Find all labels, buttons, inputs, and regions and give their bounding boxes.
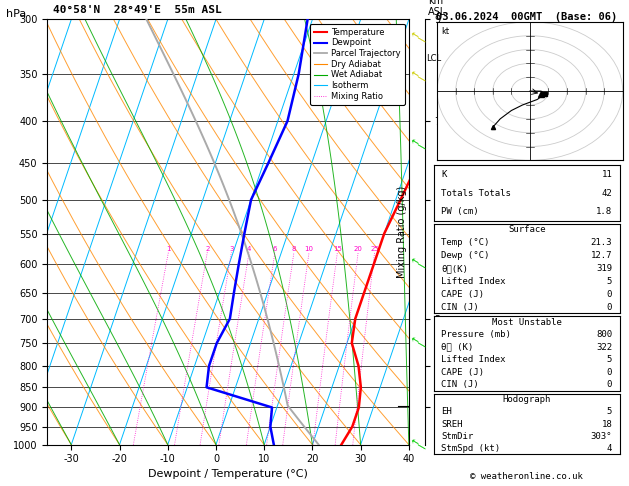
Text: 25: 25 [370,246,379,252]
Text: PW (cm): PW (cm) [442,208,479,216]
Text: 15: 15 [333,246,342,252]
Text: SREH: SREH [442,419,463,429]
Text: 322: 322 [596,343,612,352]
Text: LCL: LCL [426,54,442,63]
Text: hPa: hPa [6,9,26,19]
Text: θᴇ (K): θᴇ (K) [442,343,474,352]
Text: 12.7: 12.7 [591,251,612,260]
Text: 2: 2 [205,246,209,252]
Text: 21.3: 21.3 [591,238,612,247]
Text: 18: 18 [601,419,612,429]
Text: CIN (J): CIN (J) [442,303,479,312]
Text: kt: kt [441,27,449,36]
Text: 0: 0 [607,381,612,389]
Legend: Temperature, Dewpoint, Parcel Trajectory, Dry Adiabat, Wet Adiabat, Isotherm, Mi: Temperature, Dewpoint, Parcel Trajectory… [310,24,404,105]
Text: ←—: ←— [408,29,428,46]
Text: 5: 5 [607,407,612,417]
Text: Totals Totals: Totals Totals [442,189,511,198]
Text: 0: 0 [607,290,612,299]
Text: ←—: ←— [408,68,428,86]
Text: Lifted Index: Lifted Index [442,355,506,364]
Text: 4: 4 [247,246,251,252]
Text: Surface: Surface [508,226,545,234]
Text: 42: 42 [601,189,612,198]
Text: Temp (°C): Temp (°C) [442,238,490,247]
Text: ←—: ←— [408,334,428,352]
Text: 10: 10 [304,246,314,252]
Text: 1: 1 [166,246,170,252]
Text: θᴇ(K): θᴇ(K) [442,264,469,273]
Text: Lifted Index: Lifted Index [442,277,506,286]
Text: 1.8: 1.8 [596,208,612,216]
Text: CIN (J): CIN (J) [442,381,479,389]
Text: K: K [442,170,447,179]
Text: Mixing Ratio (g/kg): Mixing Ratio (g/kg) [397,186,407,278]
Text: Most Unstable: Most Unstable [492,318,562,327]
Text: 5: 5 [607,277,612,286]
Text: StmSpd (kt): StmSpd (kt) [442,444,501,453]
Text: 3: 3 [229,246,233,252]
Text: 800: 800 [596,330,612,339]
X-axis label: Dewpoint / Temperature (°C): Dewpoint / Temperature (°C) [148,469,308,479]
Text: CAPE (J): CAPE (J) [442,368,484,377]
Text: 5: 5 [607,355,612,364]
Text: Dewp (°C): Dewp (°C) [442,251,490,260]
Text: EH: EH [442,407,452,417]
Text: 20: 20 [353,246,362,252]
Text: 0: 0 [607,303,612,312]
Text: ←—: ←— [408,256,428,273]
Text: © weatheronline.co.uk: © weatheronline.co.uk [470,472,583,481]
Text: 6: 6 [273,246,277,252]
Text: ←—: ←— [408,137,428,154]
Text: 303°: 303° [591,432,612,441]
Text: CAPE (J): CAPE (J) [442,290,484,299]
Text: 03.06.2024  00GMT  (Base: 06): 03.06.2024 00GMT (Base: 06) [436,12,618,22]
Text: 8: 8 [292,246,296,252]
Text: ←—: ←— [408,436,428,453]
Text: 0: 0 [607,368,612,377]
Text: km
ASL: km ASL [428,0,446,17]
Text: 40°58'N  28°49'E  55m ASL: 40°58'N 28°49'E 55m ASL [53,4,222,15]
Text: Hodograph: Hodograph [503,395,551,404]
Text: 11: 11 [601,170,612,179]
Text: StmDir: StmDir [442,432,474,441]
Text: 319: 319 [596,264,612,273]
Text: Pressure (mb): Pressure (mb) [442,330,511,339]
Text: 4: 4 [607,444,612,453]
